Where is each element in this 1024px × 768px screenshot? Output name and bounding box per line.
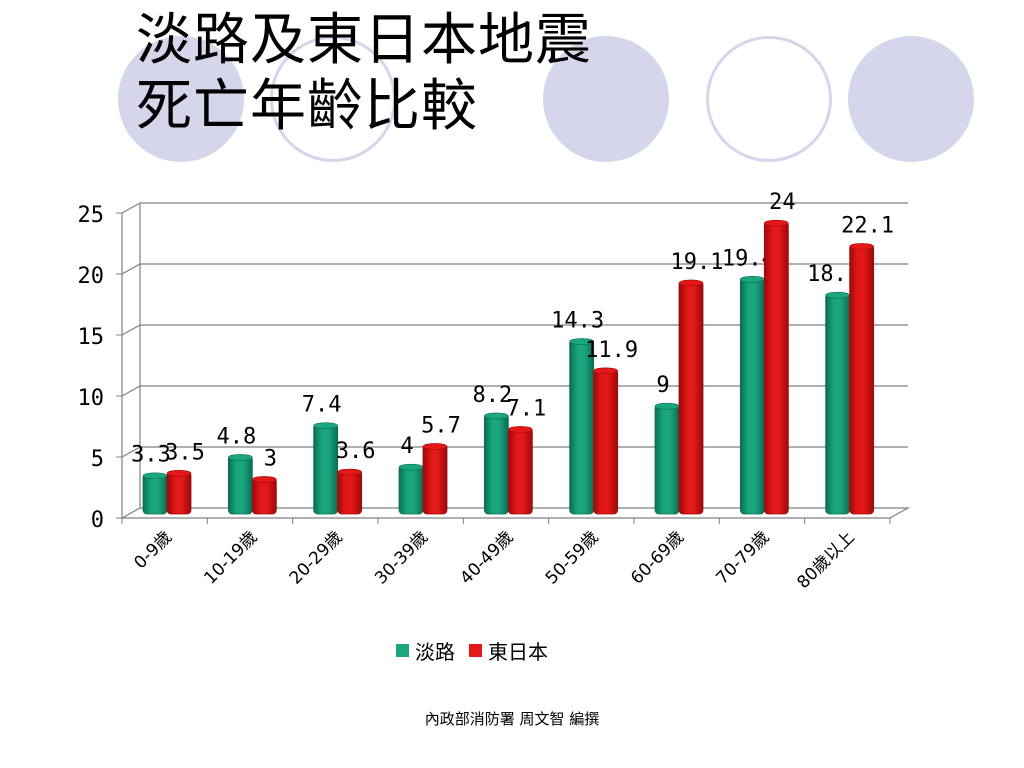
bar-awaji [142,473,168,515]
x-tick-label: 40-49歲 [456,527,517,588]
data-label: 22.1 [841,213,894,238]
y-tick-label: 10 [78,386,105,411]
bar-cap [825,291,850,299]
decor-ring-4 [706,36,832,162]
x-tick-label: 50-59歲 [542,527,603,588]
gridline-diag [121,385,141,397]
legend-item-awaji: 淡路 [396,636,455,665]
data-label: 3.3 [131,443,171,468]
bar-east-japan [678,280,704,515]
x-tick-label: 30-39歲 [371,527,432,588]
y-tick-label: 0 [91,508,104,533]
y-tick-label: 15 [78,325,105,350]
gridline-diag [121,202,141,214]
bar-east-japan [251,476,277,515]
gridline-diag [121,446,141,458]
data-label: 3 [264,446,277,471]
slide-title: 淡路及東日本地震 死亡年齡比較 [136,8,592,140]
bar-awaji [654,403,680,515]
bar-cap [484,412,509,420]
data-label: 7.1 [506,396,546,421]
bar-cap [228,454,253,461]
data-label: 5.7 [421,413,461,438]
bar-east-japan [849,243,875,515]
bar-awaji [569,339,595,515]
footer-credit: 內政部消防署 周文智 編撰 [424,710,600,728]
bar-east-japan [507,426,533,515]
bar-east-japan [593,368,619,515]
data-label: 14.3 [551,309,604,334]
data-label: 9 [656,373,669,398]
bar-cap [849,243,874,250]
legend-swatch-awaji [396,644,409,657]
legend-label-east-japan: 東日本 [488,640,548,664]
bar-cap [654,402,680,410]
bar-cap [508,426,533,433]
bar-cap [398,463,424,471]
bar-cap [252,476,277,483]
bar-awaji [825,292,851,515]
bar-cap [764,219,789,227]
decor-ring-2 [270,36,396,162]
title-line-2: 死亡年齡比較 [136,74,478,139]
decor-circle-3 [543,36,669,162]
gridline-diag [121,324,141,336]
data-label: 24 [769,190,796,215]
bar-cap [740,276,765,283]
legend-swatch-east-japan [469,644,482,657]
bar-awaji [227,455,253,515]
bar-awaji [739,276,765,515]
bar-awaji [313,423,339,515]
bar-cap [313,422,338,430]
decor-circle-5 [848,36,974,162]
x-tick-label: 70-79歲 [712,527,773,588]
data-label: 4 [400,434,413,459]
data-label: 3.5 [165,440,205,465]
data-label: 7.4 [302,393,342,418]
y-tick-label: 5 [91,447,104,472]
bar-cap [166,469,192,477]
y-tick-label: 20 [78,264,105,289]
bar-cap [422,443,448,450]
bar-awaji [483,413,509,515]
bar-cap [593,367,618,375]
bar-east-japan [422,444,448,515]
data-label: 11.9 [585,338,638,363]
data-label: 8.2 [472,383,512,408]
bar-east-japan [337,469,363,515]
legend-label-awaji: 淡路 [415,640,455,664]
legend-item-east-japan: 東日本 [469,636,548,665]
bar-cap [337,468,362,476]
y-tick-label: 25 [78,203,105,228]
data-label: 19.1 [671,250,724,275]
bar-cap [678,279,704,287]
bar-east-japan [166,470,192,515]
decor-circle-1 [118,36,244,162]
bar-cap [569,338,594,345]
data-label: 3.6 [336,439,376,464]
bar-chart: 0 5 10 15 20 25 3.33.5 0-9歲 4.8 3 10-19歲 7.4 3.6 20-2… [78,190,911,593]
x-tick-label: 60-69歲 [627,527,688,588]
chart-legend: 淡路 東日本 [396,636,562,665]
x-tick-label: 80歲以上 [793,527,859,593]
bar-cap [142,472,168,480]
x-tick-label: 10-19歲 [200,527,261,588]
x-tick-label: 20-29歲 [286,527,347,588]
x-tick-label: 0-9歲 [130,527,176,573]
bar-awaji [398,464,424,515]
title-line-1: 淡路及東日本地震 [136,8,592,73]
gridline-diag [121,263,141,275]
bar-east-japan [763,220,789,515]
data-label: 4.8 [216,424,256,449]
